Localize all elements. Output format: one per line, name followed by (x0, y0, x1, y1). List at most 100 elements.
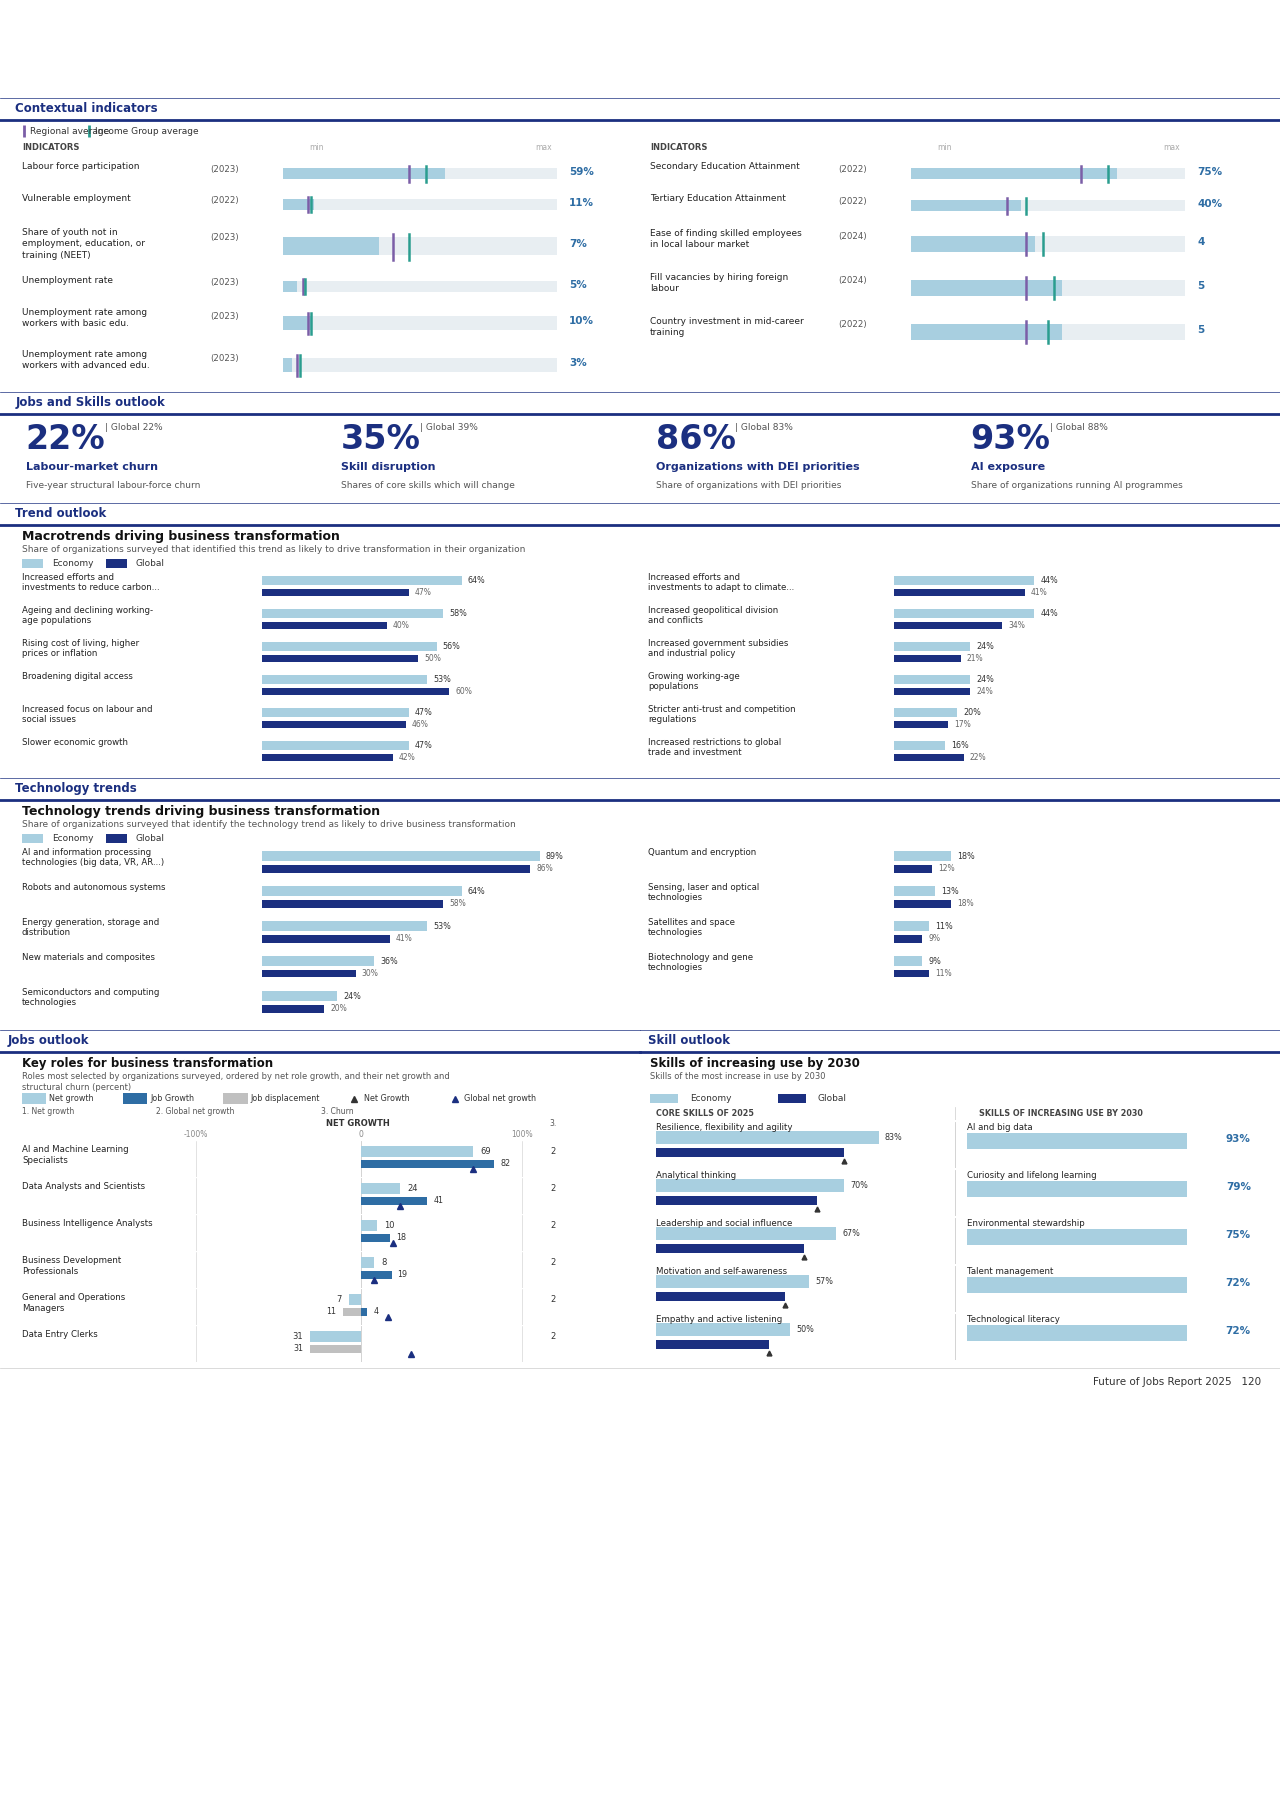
Text: Regional average: Regional average (31, 127, 110, 136)
Bar (911, 280, 1062, 295)
Bar (778, 1094, 806, 1103)
Text: (2022): (2022) (838, 320, 867, 329)
Text: Technology trends driving business transformation: Technology trends driving business trans… (22, 805, 380, 818)
Text: Economy: Economy (52, 834, 93, 843)
Text: 24%: 24% (343, 991, 361, 1000)
Bar (893, 722, 948, 727)
Text: Economy: Economy (52, 559, 93, 568)
Text: Resilience, flexibility and agility: Resilience, flexibility and agility (657, 1123, 792, 1132)
Bar (911, 199, 1021, 212)
Text: 2: 2 (550, 1257, 556, 1266)
Text: (2024): (2024) (838, 277, 867, 286)
Text: Net Growth: Net Growth (364, 1094, 410, 1103)
Text: 2: 2 (550, 1221, 556, 1230)
Text: Unemployment rate: Unemployment rate (22, 277, 113, 286)
Bar (283, 237, 557, 255)
Text: 82: 82 (500, 1160, 511, 1169)
Text: Data Entry Clerks: Data Entry Clerks (22, 1330, 97, 1339)
Text: 0: 0 (358, 1131, 364, 1140)
Bar (893, 642, 970, 651)
Bar (361, 1198, 428, 1205)
Text: AI and big data: AI and big data (968, 1123, 1033, 1132)
Text: Roles most selected by organizations surveyed, ordered by net role growth, and t: Roles most selected by organizations sur… (22, 1073, 449, 1091)
Text: | Global 39%: | Global 39% (420, 423, 477, 432)
Text: 93%: 93% (970, 423, 1051, 456)
Text: 2: 2 (550, 1295, 556, 1304)
Text: NET GROWTH: NET GROWTH (325, 1120, 389, 1129)
Bar (262, 850, 540, 861)
Text: Environmental stewardship: Environmental stewardship (968, 1219, 1085, 1228)
Bar (911, 280, 1185, 295)
Bar (893, 655, 961, 662)
Bar (262, 675, 428, 684)
Text: 16%: 16% (951, 742, 969, 751)
Bar (262, 622, 387, 630)
Bar (657, 1131, 879, 1143)
Text: 18%: 18% (957, 899, 974, 908)
Text: Share of organizations surveyed that identified this trend as likely to drive tr: Share of organizations surveyed that ide… (22, 545, 525, 554)
Bar (361, 1219, 376, 1230)
Text: Technological literacy: Technological literacy (968, 1315, 1060, 1324)
Bar (968, 1277, 1188, 1293)
Bar (283, 199, 557, 210)
Bar (893, 901, 951, 908)
Text: Curiosity and lifelong learning: Curiosity and lifelong learning (968, 1172, 1097, 1181)
Bar (361, 1147, 474, 1156)
Text: 24: 24 (407, 1183, 417, 1192)
Bar (361, 1234, 390, 1241)
Text: AI and Machine Learning
Specialists: AI and Machine Learning Specialists (22, 1145, 128, 1165)
Bar (22, 834, 44, 843)
Text: 53%: 53% (434, 921, 452, 930)
Bar (262, 957, 374, 966)
Text: 2: 2 (550, 1331, 556, 1340)
Text: Increased efforts and
investments to reduce carbon...: Increased efforts and investments to red… (22, 573, 160, 592)
Text: max: max (536, 143, 552, 152)
Text: Global: Global (136, 559, 165, 568)
Text: 35%: 35% (340, 423, 420, 456)
Text: 56%: 56% (443, 642, 461, 651)
Bar (893, 590, 1024, 595)
Text: Energy generation, storage and
distribution: Energy generation, storage and distribut… (22, 917, 159, 937)
Text: 86%: 86% (655, 423, 736, 456)
Text: Economy: Economy (690, 1094, 731, 1103)
Bar (968, 1228, 1188, 1245)
Bar (657, 1275, 809, 1288)
Bar (361, 1308, 367, 1315)
Bar (893, 886, 936, 895)
Bar (106, 834, 127, 843)
Bar (911, 168, 1185, 179)
Text: (2023): (2023) (210, 233, 239, 242)
Text: 64%: 64% (467, 575, 485, 584)
Text: 75%: 75% (1197, 166, 1222, 177)
Bar (657, 1292, 785, 1301)
Text: 93%: 93% (1226, 1134, 1251, 1145)
Text: Empathy and active listening: Empathy and active listening (657, 1315, 782, 1324)
Text: 3%: 3% (570, 358, 588, 367)
Text: 30%: 30% (362, 970, 379, 979)
Bar (262, 742, 408, 751)
Bar (262, 590, 408, 595)
Text: Fill vacancies by hiring foreign
labour: Fill vacancies by hiring foreign labour (650, 273, 788, 293)
Text: 46%: 46% (412, 720, 429, 729)
Bar (657, 1227, 836, 1241)
Text: Belgium: Belgium (19, 52, 198, 90)
Text: 41: 41 (434, 1196, 444, 1205)
Text: 24%: 24% (977, 675, 995, 684)
Text: 11%: 11% (934, 970, 951, 979)
Text: 12%: 12% (938, 865, 955, 874)
Text: (2022): (2022) (838, 197, 867, 206)
Text: 20%: 20% (330, 1004, 347, 1013)
Bar (657, 1196, 817, 1205)
Bar (310, 1344, 361, 1353)
Bar (968, 1132, 1188, 1149)
Text: 5: 5 (1197, 280, 1204, 291)
Text: 41%: 41% (1030, 588, 1047, 597)
Text: Share of organizations running AI programmes: Share of organizations running AI progra… (970, 481, 1183, 490)
Bar (657, 1322, 790, 1337)
Text: New materials and composites: New materials and composites (22, 953, 155, 962)
Text: Global net growth: Global net growth (465, 1094, 536, 1103)
Text: Future of Jobs Report 2025   120: Future of Jobs Report 2025 120 (1093, 1377, 1261, 1388)
Bar (262, 707, 408, 718)
Text: Global: Global (818, 1094, 847, 1103)
Text: Satellites and space
technologies: Satellites and space technologies (648, 917, 735, 937)
